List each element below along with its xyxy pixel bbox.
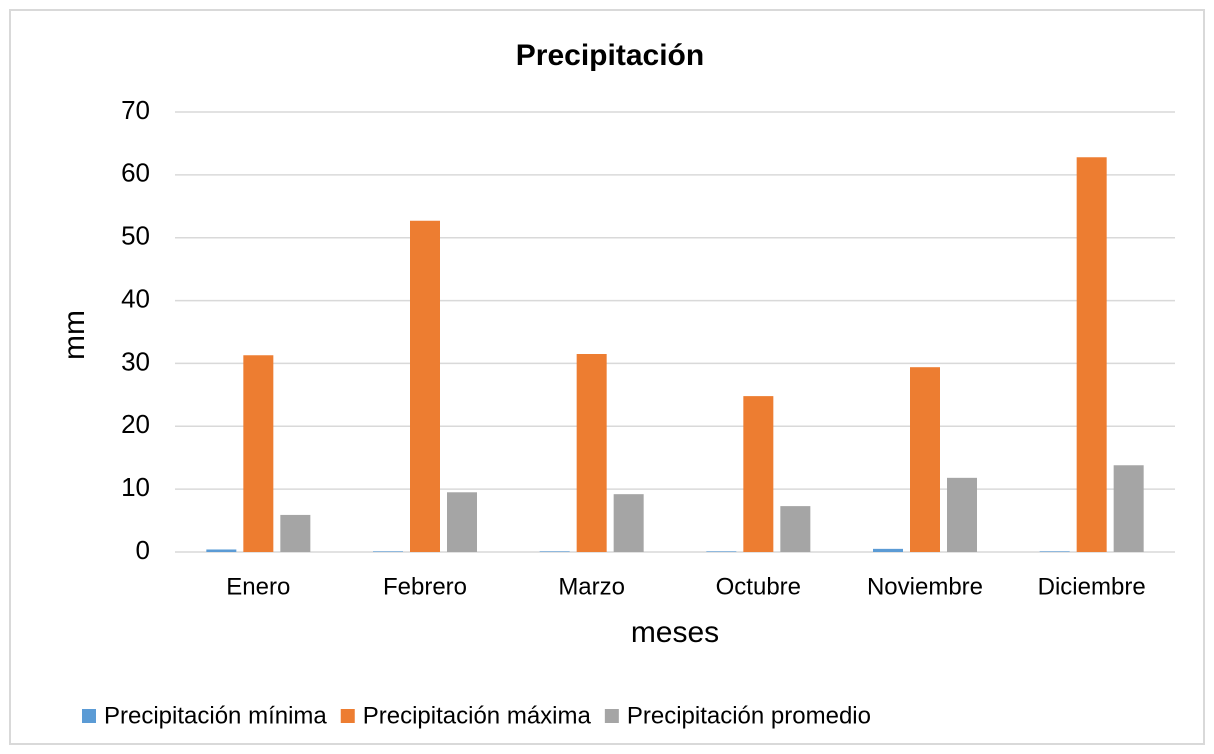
bar xyxy=(576,354,607,552)
bar xyxy=(206,549,237,552)
x-tick-label: Febrero xyxy=(383,573,467,600)
bar xyxy=(447,492,477,552)
legend-swatch xyxy=(82,709,96,723)
chart-title: Precipitación xyxy=(516,39,704,72)
bar xyxy=(706,551,737,552)
bar xyxy=(780,506,811,552)
y-tick-label: 50 xyxy=(121,221,150,251)
y-tick-label: 70 xyxy=(121,95,150,125)
bar xyxy=(410,220,440,552)
legend-swatch xyxy=(604,709,619,723)
bar xyxy=(243,355,274,552)
bar xyxy=(373,551,403,552)
bar xyxy=(1113,465,1144,552)
bar xyxy=(613,494,644,552)
x-tick-label: Octubre xyxy=(716,573,801,600)
x-tick-label: Noviembre xyxy=(867,573,983,600)
y-tick-label: 60 xyxy=(121,158,150,188)
y-tick-label: 0 xyxy=(136,535,150,565)
bar xyxy=(873,548,903,552)
y-tick-label: 20 xyxy=(121,409,150,439)
legend-label: Precipitación mínima xyxy=(104,702,327,729)
bar xyxy=(1039,551,1070,552)
bar xyxy=(743,396,774,552)
y-tick-label: 10 xyxy=(121,472,150,502)
bar xyxy=(1076,157,1107,552)
bar xyxy=(910,367,940,552)
bar xyxy=(947,477,977,552)
y-axis-label: mm xyxy=(58,310,91,360)
y-tick-label: 40 xyxy=(121,283,150,313)
chart-frame xyxy=(9,9,1205,745)
bar xyxy=(280,514,311,552)
legend-label: Precipitación promedio xyxy=(627,702,871,729)
legend-label: Precipitación máxima xyxy=(363,702,592,729)
x-tick-label: Enero xyxy=(226,573,290,600)
x-tick-label: Marzo xyxy=(558,573,625,600)
bar xyxy=(539,551,570,552)
legend-swatch xyxy=(340,709,355,723)
y-tick-label: 30 xyxy=(121,346,150,376)
x-tick-label: Diciembre xyxy=(1038,573,1146,600)
x-axis-label: meses xyxy=(631,616,719,649)
